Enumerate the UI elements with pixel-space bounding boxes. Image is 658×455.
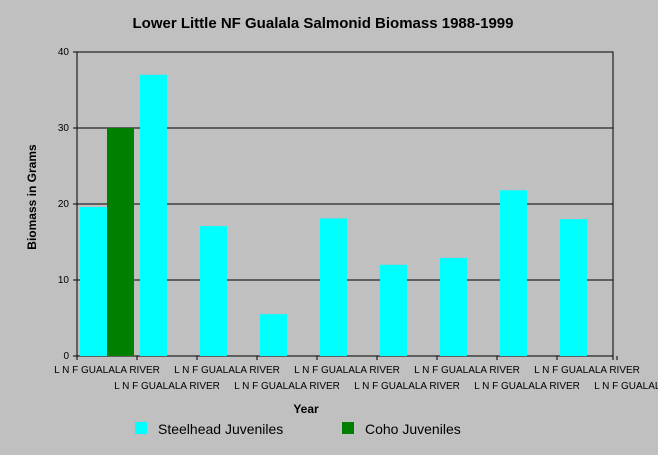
legend-swatch <box>342 422 354 434</box>
y-axis-title: Biomass in Grams <box>25 144 39 250</box>
x-category-label: L N F GUALALA RIVER <box>54 365 160 376</box>
y-tick-label: 40 <box>58 47 70 58</box>
x-category-label: L N F GUALALA RIVER <box>474 381 580 392</box>
y-axis-ticks: 0 10 20 30 40 <box>58 47 77 362</box>
x-axis-title: Year <box>293 402 319 416</box>
x-category-label: L N F GUALALA RIVER <box>294 365 400 376</box>
y-tick-label: 10 <box>58 275 70 286</box>
bar-steelhead <box>200 226 227 356</box>
bars <box>80 74 587 357</box>
legend-label: Steelhead Juveniles <box>158 421 283 437</box>
x-category-label: L N F GUALALA RIVER <box>114 381 220 392</box>
x-axis-categories: L N F GUALALA RIVER L N F GUALALA RIVER L … <box>54 356 658 392</box>
x-category-label: L N F GUALALA RIVER <box>534 365 640 376</box>
chart-title: Lower Little NF Gualala Salmonid Biomass… <box>133 15 514 32</box>
bar-coho <box>107 128 134 356</box>
bar-steelhead <box>560 219 587 356</box>
legend-swatch <box>135 422 147 434</box>
bar-steelhead <box>140 74 167 357</box>
y-tick-label: 30 <box>58 123 70 134</box>
x-category-label: L N F GUALALA RIVER <box>354 381 460 392</box>
bar-steelhead <box>440 257 467 356</box>
bar-steelhead <box>80 207 107 356</box>
y-tick-label: 0 <box>63 351 69 362</box>
bar-steelhead <box>380 264 407 356</box>
x-category-label: L N F GUALALA RIVER <box>174 365 280 376</box>
x-category-label: L N F GUALALA RIVER <box>594 381 658 392</box>
y-tick-label: 20 <box>58 199 70 210</box>
legend: Steelhead Juveniles Coho Juveniles <box>135 421 461 437</box>
bar-steelhead <box>260 314 287 356</box>
x-category-label: L N F GUALALA RIVER <box>234 381 340 392</box>
legend-label: Coho Juveniles <box>365 421 461 437</box>
bar-steelhead <box>320 218 347 356</box>
x-category-label: L N F GUALALA RIVER <box>414 365 520 376</box>
bar-steelhead <box>500 190 527 356</box>
